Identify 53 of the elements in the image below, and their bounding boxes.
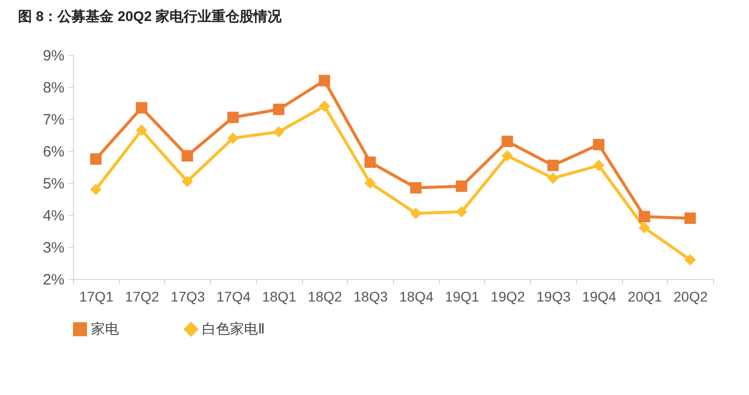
x-tick-label: 20Q1 (628, 288, 662, 304)
point (593, 160, 604, 172)
x-tick-label: 19Q2 (490, 288, 526, 304)
point (364, 177, 376, 189)
point (410, 208, 422, 220)
y-tick-label: 6% (42, 144, 64, 160)
point (227, 112, 239, 124)
y-tick-label: 4% (42, 208, 64, 224)
point (273, 126, 284, 138)
y-tick-label: 2% (42, 272, 64, 288)
x-tick-label: 17Q2 (124, 288, 160, 304)
x-tick-label: 18Q3 (354, 288, 388, 304)
y-tick-label: 3% (42, 240, 64, 256)
point (547, 160, 559, 172)
point (318, 100, 330, 112)
point (318, 74, 330, 86)
y-tick-label: 9% (42, 48, 64, 64)
y-tick-label: 5% (42, 176, 64, 192)
point (182, 176, 193, 188)
point (182, 150, 193, 162)
x-tick-label: 17Q4 (216, 288, 251, 304)
y-tick-label: 7% (42, 112, 64, 128)
point (136, 124, 148, 136)
point (502, 136, 513, 148)
point (90, 184, 102, 196)
point (456, 180, 468, 192)
point (90, 153, 102, 165)
point (502, 150, 513, 162)
point (638, 222, 650, 234)
point (456, 206, 468, 218)
point (273, 104, 284, 116)
point (136, 102, 148, 114)
x-tick-label: 19Q4 (582, 288, 617, 304)
point (638, 210, 650, 222)
x-tick-label: 18Q2 (308, 288, 342, 304)
point (593, 138, 604, 150)
x-tick-label: 19Q1 (444, 288, 480, 304)
legend-label: 家电 (91, 320, 119, 336)
chart-title: 图 8：公募基金 20Q2 家电行业重仓股情况 (18, 8, 283, 24)
x-tick-label: 18Q1 (262, 288, 297, 304)
point (684, 212, 696, 224)
x-tick-label: 19Q3 (536, 288, 571, 304)
x-tick-label: 17Q1 (79, 288, 114, 304)
x-tick-label: 20Q2 (674, 288, 708, 304)
point (227, 132, 239, 144)
point (410, 182, 422, 194)
point (684, 254, 696, 266)
point (547, 172, 559, 184)
legend-label: 白色家电Ⅱ (202, 320, 265, 336)
x-tick-label: 18Q4 (399, 288, 434, 304)
y-tick-label: 8% (42, 80, 64, 96)
point (364, 156, 376, 168)
x-tick-label: 17Q3 (170, 288, 206, 304)
